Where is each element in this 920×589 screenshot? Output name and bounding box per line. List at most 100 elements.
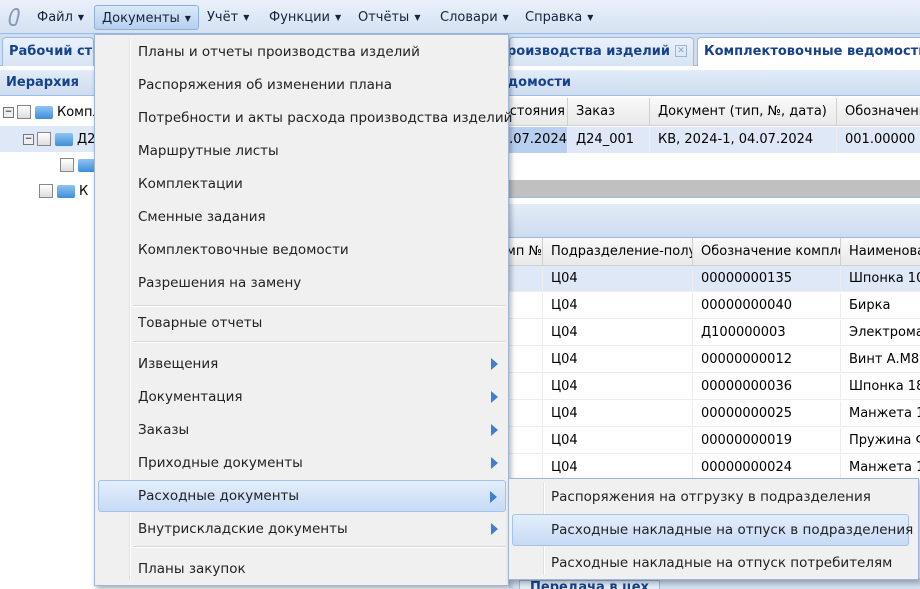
menu-item-label: Распоряжения об изменении плана	[138, 77, 393, 93]
tree-node[interactable]: −Комплектовочные ведомости	[3, 104, 94, 120]
table-row[interactable]: Ц04 00000000012 Винт А.М8	[509, 347, 920, 373]
close-icon[interactable]: ✕	[675, 45, 687, 57]
submenu-arrow-icon	[491, 391, 498, 403]
menu-item[interactable]: Расходные документы	[98, 480, 506, 512]
menu-item[interactable]: Планы закупок	[98, 553, 506, 585]
table-cell: Ц04	[543, 293, 693, 318]
tab-transfer[interactable]: Передача в цех	[519, 580, 660, 589]
menu-item-label: Внутрискладские документы	[138, 521, 348, 537]
table-cell: 00000000024	[693, 455, 841, 480]
caret-down-icon: ▼	[334, 13, 342, 22]
submenu-arrow-icon	[491, 523, 498, 535]
hierarchy-panel: Иерархия −Комплектовочные ведомости −Д24…	[0, 70, 96, 570]
tree-node[interactable]: −Д24_001	[0, 126, 94, 152]
menu-item-label: Приходные документы	[138, 455, 303, 471]
table-cell: Ц04	[543, 401, 693, 426]
tab-desktop[interactable]: Рабочий стол	[2, 37, 94, 66]
table-cell: Ц04	[543, 347, 693, 372]
menu-item[interactable]: Разрешения на замену	[98, 267, 506, 299]
menu-item[interactable]: Потребности и акты расхода производства …	[98, 102, 512, 134]
menu-item[interactable]: Заказы	[98, 414, 506, 446]
menu-item-label: Разрешения на замену	[138, 275, 302, 291]
grid-header: № комп. Подразделение-получатель Обознач…	[509, 238, 920, 266]
menu-item[interactable]: Товарные отчеты	[98, 307, 506, 339]
menu-file[interactable]: Файл ▼	[37, 10, 85, 25]
collapse-icon[interactable]: −	[3, 106, 14, 118]
menu-dictionaries[interactable]: Словари ▼	[440, 10, 509, 25]
table-cell: 00000000036	[693, 374, 841, 399]
table-cell: Д100000003	[693, 320, 841, 345]
documents-dropdown-menu: Планы и отчеты производства изделий Распо…	[94, 34, 512, 586]
tab-kit-sheets[interactable]: Комплектовочные ведомости	[697, 37, 920, 66]
table-cell: 00000000040	[693, 293, 841, 318]
checkbox[interactable]	[60, 158, 74, 172]
tree-node[interactable]	[0, 152, 96, 178]
table-row[interactable]: Ц04 00000000135 Шпонка 10	[509, 266, 920, 292]
menu-item[interactable]: Распоряжения об изменении плана	[98, 69, 506, 101]
table-cell: 00000000025	[693, 401, 841, 426]
menu-item-label: Расходные документы	[138, 488, 300, 504]
table-cell: Ц04	[543, 428, 693, 453]
submenu-arrow-icon	[491, 457, 498, 469]
table-cell: Электромагнит	[841, 320, 920, 345]
table-row[interactable]: Ц04 00000000040 Бирка	[509, 293, 920, 319]
submenu-item[interactable]: Распоряжения на отгрузку в подразделения	[551, 489, 871, 505]
table-row[interactable]: Ц04 00000000019 Пружина Ф	[509, 428, 920, 454]
table-cell: 00000000135	[693, 266, 841, 291]
caret-down-icon: ▼	[243, 13, 250, 22]
table-cell: Ц04	[543, 374, 693, 399]
menu-item[interactable]: Приходные документы	[98, 447, 506, 479]
column-header[interactable]: Обозначение комплектующего	[693, 238, 841, 265]
checkbox[interactable]	[37, 132, 51, 146]
menu-help[interactable]: Справка ▼	[525, 10, 594, 25]
table-cell: Пружина Ф	[841, 428, 920, 453]
menu-item[interactable]: Комплектовочные ведомости	[98, 234, 506, 266]
tab-production-plans[interactable]: Планы и отчеты производства изделий ✕	[509, 37, 694, 66]
table-cell: Ц04	[543, 455, 693, 480]
table-row[interactable]: Ц04 00000000036 Шпонка 18	[509, 374, 920, 400]
caret-down-icon: ▼	[587, 13, 594, 22]
checkbox[interactable]	[17, 105, 31, 119]
table-row[interactable]: Ц04Д100000003Электромагнит	[509, 320, 920, 346]
folder-open-icon	[35, 105, 53, 119]
table-cell	[509, 428, 543, 453]
column-header[interactable]: № комп.	[509, 238, 543, 265]
table-row[interactable]: Ц04 00000000025 Манжета 1	[509, 401, 920, 427]
column-header[interactable]: Обозначение	[837, 98, 920, 125]
column-header[interactable]: Наименование	[841, 238, 920, 265]
checkbox[interactable]	[39, 184, 53, 198]
menu-item[interactable]: Маршрутные листы	[98, 135, 506, 167]
splitter[interactable]	[509, 180, 920, 198]
menu-item[interactable]: Планы и отчеты производства изделий	[98, 36, 506, 68]
panel-title: Иерархия	[0, 70, 94, 96]
table-cell: КВ, 2024-1, 04.07.2024	[650, 127, 837, 153]
submenu-item[interactable]: Расходные накладные на отпуск потребител…	[551, 555, 893, 571]
column-header[interactable]: Заказ	[568, 98, 650, 125]
panel-title: Комплектовочные ведомости	[509, 75, 571, 90]
panel-header: Комплектовочные ведомости	[509, 70, 920, 96]
table-cell	[509, 374, 543, 399]
column-header[interactable]: Документ (тип, №, дата)	[650, 98, 837, 125]
menu-item[interactable]: Документация	[98, 381, 506, 413]
collapse-icon[interactable]: −	[23, 133, 34, 145]
menu-reports[interactable]: Отчёты ▼	[358, 10, 421, 25]
submenu-item[interactable]: Расходные накладные на отпуск в подразде…	[512, 514, 913, 546]
column-header[interactable]: Дата смены состояния	[509, 98, 568, 125]
tree-node[interactable]: К	[0, 178, 94, 204]
menu-item[interactable]: Комплектации	[98, 168, 506, 200]
table-cell: Бирка	[841, 293, 920, 318]
menu-item[interactable]: Внутрискладские документы	[98, 513, 506, 545]
table-row[interactable]: 04.07.2024 Д24_001 КВ, 2024-1, 04.07.202…	[509, 127, 920, 153]
menu-functions[interactable]: Функции ▼	[269, 10, 342, 25]
table-cell: Винт А.М8	[841, 347, 920, 372]
menu-accounting[interactable]: Учёт ▼	[207, 10, 250, 25]
menu-item-label: Планы и отчеты производства изделий	[138, 44, 420, 60]
bottom-tab-bar: Передача в цех	[509, 578, 920, 589]
menu-item[interactable]: Извещения	[98, 348, 506, 380]
menu-documents[interactable]: Документы ▼	[94, 5, 199, 30]
column-header[interactable]: Подразделение-получатель	[543, 238, 693, 265]
folder-icon	[78, 158, 96, 172]
menu-item[interactable]: Сменные задания	[98, 201, 506, 233]
menu-item-label: Потребности и акты расхода производства …	[138, 110, 513, 126]
tab-label: Планы и отчеты производства изделий	[510, 44, 670, 59]
